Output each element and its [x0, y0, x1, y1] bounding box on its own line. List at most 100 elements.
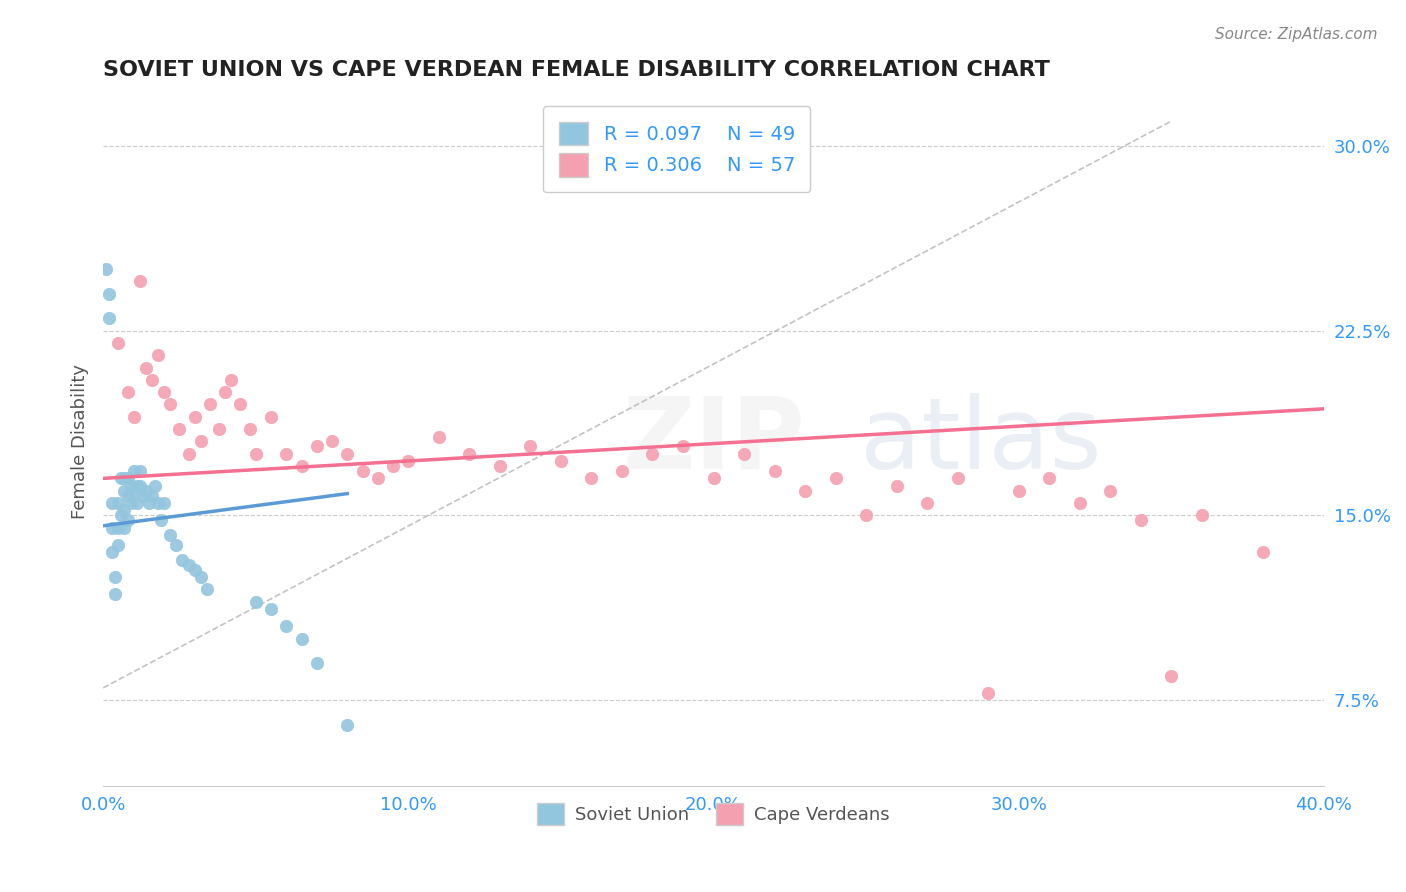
Point: [177, 558, 200, 572]
Point: [165, 538, 187, 552]
Point: [183, 563, 205, 577]
Point: [190, 434, 212, 449]
Legend: Soviet Union, Cape Verdeans: Soviet Union, Cape Verdeans: [530, 797, 897, 832]
Point: [190, 570, 212, 584]
Point: [146, 496, 169, 510]
Point: [122, 464, 145, 478]
Point: [159, 397, 181, 411]
Point: [641, 447, 664, 461]
Point: [915, 496, 938, 510]
Point: [245, 594, 267, 608]
Point: [125, 496, 148, 510]
Point: [138, 496, 160, 510]
Point: [855, 508, 877, 523]
Point: [702, 471, 724, 485]
Point: [458, 447, 481, 461]
Point: [98, 286, 121, 301]
Point: [104, 570, 127, 584]
Point: [107, 496, 129, 510]
Point: [101, 496, 124, 510]
Point: [290, 459, 312, 474]
Point: [122, 483, 145, 498]
Point: [104, 587, 127, 601]
Point: [101, 545, 124, 559]
Point: [135, 360, 157, 375]
Point: [1099, 483, 1122, 498]
Point: [276, 447, 298, 461]
Point: [305, 439, 328, 453]
Point: [98, 311, 121, 326]
Point: [110, 471, 132, 485]
Point: [946, 471, 969, 485]
Point: [672, 439, 695, 453]
Point: [153, 385, 176, 400]
Text: Source: ZipAtlas.com: Source: ZipAtlas.com: [1215, 27, 1378, 42]
Point: [733, 447, 755, 461]
Point: [1191, 508, 1213, 523]
Point: [1129, 513, 1152, 527]
Y-axis label: Female Disability: Female Disability: [72, 364, 89, 519]
Point: [396, 454, 419, 468]
Point: [195, 582, 218, 597]
Point: [96, 262, 118, 277]
Point: [824, 471, 846, 485]
Point: [336, 447, 359, 461]
Point: [128, 274, 150, 288]
Point: [794, 483, 817, 498]
Point: [221, 373, 243, 387]
Point: [427, 429, 450, 443]
Point: [198, 397, 221, 411]
Point: [128, 464, 150, 478]
Point: [143, 479, 166, 493]
Point: [172, 553, 194, 567]
Point: [208, 422, 231, 436]
Point: [110, 508, 132, 523]
Point: [150, 513, 173, 527]
Point: [177, 447, 200, 461]
Point: [352, 464, 374, 478]
Point: [305, 657, 328, 671]
Point: [382, 459, 405, 474]
Point: [107, 538, 129, 552]
Point: [1008, 483, 1031, 498]
Point: [114, 483, 136, 498]
Point: [117, 385, 139, 400]
Point: [159, 528, 181, 542]
Point: [101, 521, 124, 535]
Text: ZIP: ZIP: [621, 393, 806, 490]
Point: [125, 479, 148, 493]
Point: [245, 447, 267, 461]
Point: [290, 632, 312, 646]
Point: [135, 483, 157, 498]
Text: SOVIET UNION VS CAPE VERDEAN FEMALE DISABILITY CORRELATION CHART: SOVIET UNION VS CAPE VERDEAN FEMALE DISA…: [103, 60, 1050, 79]
Point: [581, 471, 603, 485]
Point: [239, 422, 262, 436]
Point: [886, 479, 908, 493]
Point: [114, 521, 136, 535]
Point: [114, 503, 136, 517]
Point: [120, 479, 142, 493]
Point: [146, 348, 169, 362]
Point: [489, 459, 512, 474]
Point: [141, 373, 163, 387]
Point: [117, 471, 139, 485]
Point: [610, 464, 633, 478]
Point: [183, 409, 205, 424]
Point: [1160, 668, 1182, 682]
Point: [214, 385, 236, 400]
Point: [117, 513, 139, 527]
Point: [141, 489, 163, 503]
Point: [260, 409, 283, 424]
Point: [519, 439, 541, 453]
Point: [977, 686, 1000, 700]
Point: [321, 434, 343, 449]
Point: [120, 496, 142, 510]
Point: [117, 489, 139, 503]
Point: [1069, 496, 1091, 510]
Point: [260, 602, 283, 616]
Point: [132, 489, 155, 503]
Point: [276, 619, 298, 633]
Point: [367, 471, 389, 485]
Point: [550, 454, 572, 468]
Point: [107, 521, 129, 535]
